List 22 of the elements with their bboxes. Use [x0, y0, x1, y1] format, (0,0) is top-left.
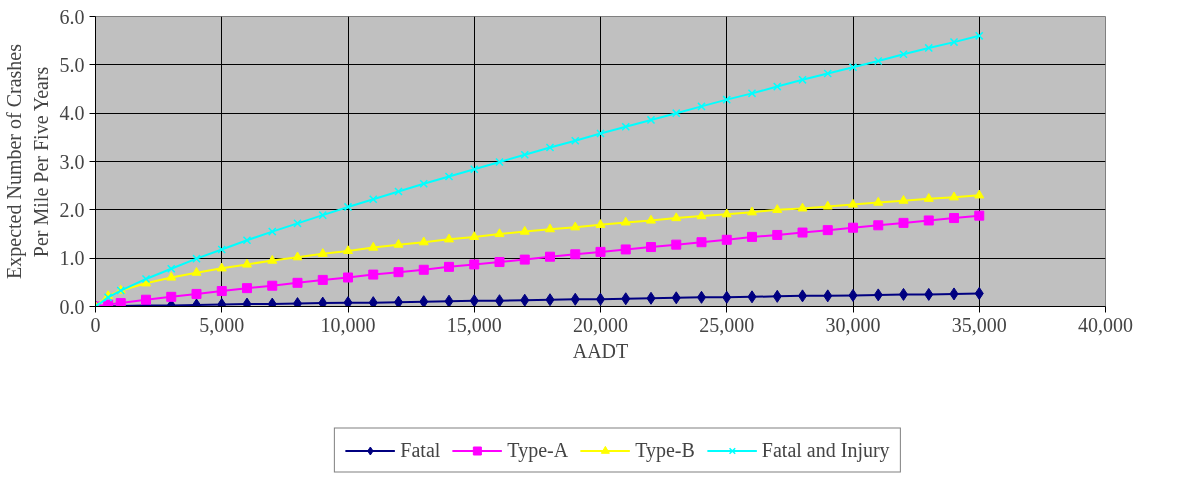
x-tick-label: 30,000 [825, 313, 881, 336]
x-tick-label: 25,000 [699, 313, 755, 336]
x-tick-label: 20,000 [573, 313, 628, 336]
x-axis-title: AADT [572, 339, 629, 362]
y-tick-label: 4.0 [59, 102, 85, 125]
y-axis-title: Expected Number of Crashes Per Mile Per Five Years [3, 43, 52, 279]
y-tick-label: 3.0 [59, 150, 85, 173]
x-tick-label: 15,000 [446, 313, 502, 336]
y-tick-label: 5.0 [59, 53, 85, 76]
legend-label: Fatal [400, 438, 441, 462]
x-tick-label: 5,000 [199, 313, 245, 336]
y-tick-label: 2.0 [59, 198, 85, 221]
x-tick-label: 35,000 [951, 313, 1007, 336]
x-tick-label: 0 [90, 313, 101, 336]
x-tick-label: 10,000 [320, 313, 376, 336]
y-tick-label: 6.0 [59, 5, 85, 28]
y-tick-label: 1.0 [59, 247, 85, 270]
legend-label: Fatal and Injury [761, 438, 890, 462]
y-tick-label: 0.0 [59, 295, 85, 318]
x-tick-label: 40,000 [1078, 313, 1133, 336]
legend-label: Type-B [635, 438, 695, 462]
legend-label: Type-A [507, 438, 569, 462]
